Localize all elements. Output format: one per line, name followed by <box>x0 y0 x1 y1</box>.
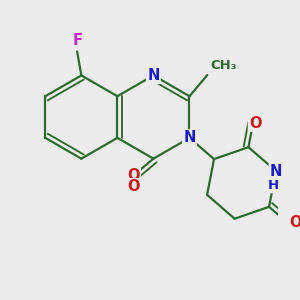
Text: O: O <box>127 168 140 183</box>
Text: O: O <box>290 215 300 230</box>
Text: N: N <box>270 164 282 178</box>
Text: N: N <box>147 68 160 83</box>
Text: N: N <box>183 130 196 146</box>
Text: H: H <box>268 179 279 192</box>
Text: O: O <box>127 179 140 194</box>
Text: O: O <box>249 116 261 131</box>
Text: F: F <box>72 33 82 48</box>
Text: CH₃: CH₃ <box>210 59 236 72</box>
